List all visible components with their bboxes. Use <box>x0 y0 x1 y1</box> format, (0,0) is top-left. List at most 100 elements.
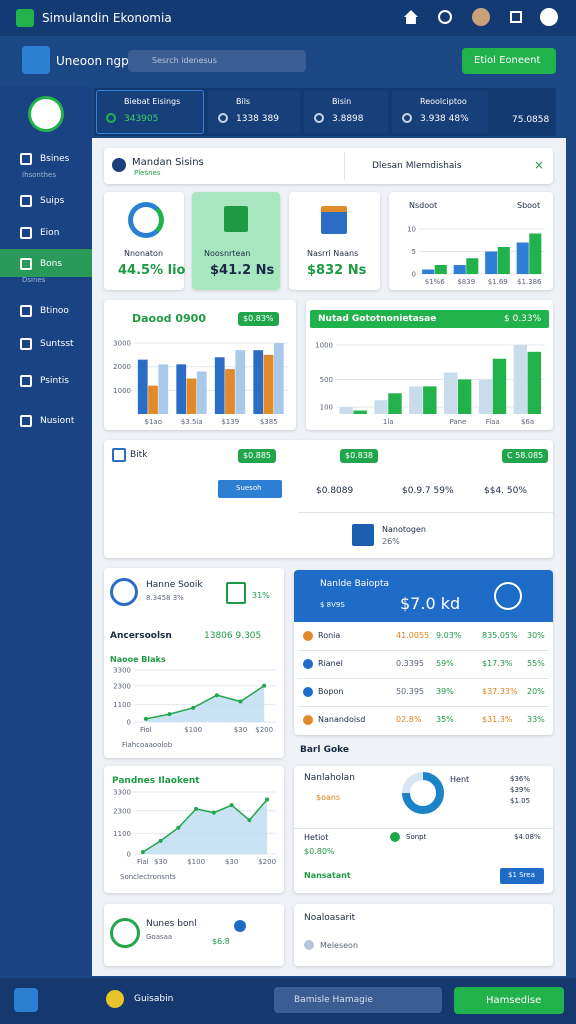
holdings-icon <box>110 578 138 606</box>
row-label: Bopon <box>318 687 344 696</box>
bar <box>374 400 388 414</box>
avatar[interactable] <box>472 8 490 26</box>
header-button[interactable]: Etiol Eoneent <box>462 48 556 74</box>
kpi-label: Nnonaton <box>124 249 164 258</box>
stat-value: 343905 <box>124 114 159 124</box>
bar <box>485 251 498 274</box>
row-dot <box>303 631 313 641</box>
summary-card: Nanlaholan $oans Hent $36% $39% $1.05 He… <box>294 766 553 893</box>
pie-slice <box>402 772 444 814</box>
point <box>214 693 219 698</box>
y-tick-label: 500 <box>320 376 333 384</box>
info-item: $0.8089 <box>316 486 354 496</box>
x-tick-label: $1ao <box>145 418 162 426</box>
search-box[interactable]: Sesrch idenesus <box>128 50 306 72</box>
sidebar-item[interactable]: Btinoo <box>40 306 69 316</box>
sidebar-item[interactable]: Bsines <box>40 154 70 164</box>
sidebar-item[interactable]: Suntsst <box>40 339 74 349</box>
bottom-search[interactable]: Bamisle Hamagie <box>274 987 442 1013</box>
y-tick-label: 1000 <box>113 387 131 395</box>
line <box>145 685 265 720</box>
chart-plot: 0 1100 2300 3300 Fiol $100 $30 $200 <box>113 667 276 734</box>
y-tick-label: 0 <box>412 271 416 279</box>
bottom-card: Nunes bonl Goasaa $6.8 <box>104 904 284 966</box>
bottom-home[interactable] <box>14 988 38 1012</box>
x-tick-label: 1la <box>383 418 394 426</box>
home-icon[interactable] <box>404 10 418 24</box>
bar <box>388 393 402 414</box>
summary-pill: Sonpt <box>406 833 427 841</box>
summary-row: Hetiot <box>304 833 329 842</box>
bottom-avatar[interactable] <box>106 990 124 1008</box>
bar <box>453 265 466 274</box>
bottom-title: Nunes bonl <box>146 919 197 929</box>
bar <box>263 354 274 414</box>
x-tick-label: $1.69 <box>488 278 508 286</box>
settings-icon[interactable] <box>438 10 452 24</box>
x-tick-label: Fiol <box>140 726 152 734</box>
table-cell: 39% <box>436 687 454 696</box>
legend-title: Hent <box>450 775 470 784</box>
sidebar-item[interactable]: Eion <box>40 228 60 238</box>
chart-plot: 0 5 10 $1%6 $839 $1.69 $1.386 <box>407 226 545 286</box>
sidebar-item[interactable]: Bons <box>40 259 63 269</box>
chart-title: Nutad Gototnonietasae <box>318 314 437 324</box>
sidebar-item[interactable]: Psintis <box>40 376 69 386</box>
table-cell: 02.8% <box>396 715 422 724</box>
point <box>194 806 199 811</box>
holdings-subtitle: 8.3458 3% <box>146 594 184 602</box>
table-cell: 20% <box>527 687 545 696</box>
profile-icon[interactable] <box>540 8 558 26</box>
summary-button[interactable]: $1 Srea <box>500 868 544 884</box>
bar <box>457 379 472 414</box>
sidebar-icon <box>20 375 32 387</box>
stats-extra: 75.0858 <box>512 115 550 125</box>
info-button[interactable]: Suesoh <box>218 480 282 498</box>
row-divider <box>298 706 549 707</box>
chart-area: 0 1100 2300 3300 Fiol $100 $30 $200 <box>108 666 280 734</box>
bar <box>497 247 510 274</box>
kpi-ring <box>128 202 164 238</box>
panel-header: Mandan Sisins Plesnes Dlesan Mlemdishais… <box>104 148 553 184</box>
table-cell: 50.395 <box>396 687 424 696</box>
window-icon[interactable] <box>510 11 522 23</box>
chart-badge: $ 0.33% <box>504 314 542 324</box>
panel-tab[interactable]: Dlesan Mlemdishais <box>372 161 462 171</box>
table-cell: 33% <box>527 715 545 724</box>
bottom-button[interactable]: Hamsedise <box>454 987 564 1014</box>
bar <box>214 357 225 414</box>
x-tick-label: $200 <box>258 858 276 866</box>
sidebar-icon <box>20 338 32 350</box>
stat-card <box>304 90 388 134</box>
section-label: Barl Goke <box>300 745 350 755</box>
bar <box>423 386 437 414</box>
point <box>176 825 181 830</box>
trend-footnote: Sonclectronsnts <box>120 873 176 881</box>
active-item <box>0 249 92 277</box>
holdings-bin <box>226 582 246 604</box>
kpi-value: $41.2 Ns <box>210 263 275 278</box>
chart-badge: $0.83% <box>238 312 279 326</box>
row-divider <box>298 678 549 679</box>
y-tick-label: 3300 <box>113 667 131 675</box>
close-icon[interactable]: × <box>534 158 545 172</box>
table-cell: 30% <box>527 631 545 640</box>
chart-header <box>310 310 549 328</box>
panel-subtitle: Plesnes <box>134 169 161 177</box>
bar <box>353 410 367 414</box>
x-tick-label: $30 <box>154 858 167 866</box>
summary-link[interactable]: Nansatant <box>304 871 351 880</box>
stat-label: Bisin <box>332 97 352 106</box>
kpi-value: 44.5% lio <box>118 263 186 278</box>
bar <box>196 371 207 414</box>
trend-card: Pandnes Ilaokent 0 1100 2300 3300 Fial $30 $10… <box>104 766 284 893</box>
chart-title: Nsdoot <box>409 201 438 210</box>
holdings-footnote: Fiahcoaaoolob <box>122 741 173 749</box>
sidebar-item[interactable]: Nusiont <box>40 416 75 426</box>
sidebar-item[interactable]: Suips <box>40 196 65 206</box>
divider <box>294 828 553 829</box>
kpi-value: $832 Ns <box>307 263 367 278</box>
kpi-card: Nnonaton 44.5% lio <box>104 192 186 290</box>
note-icon <box>352 524 374 546</box>
bottom-value: $6.8 <box>212 937 230 946</box>
